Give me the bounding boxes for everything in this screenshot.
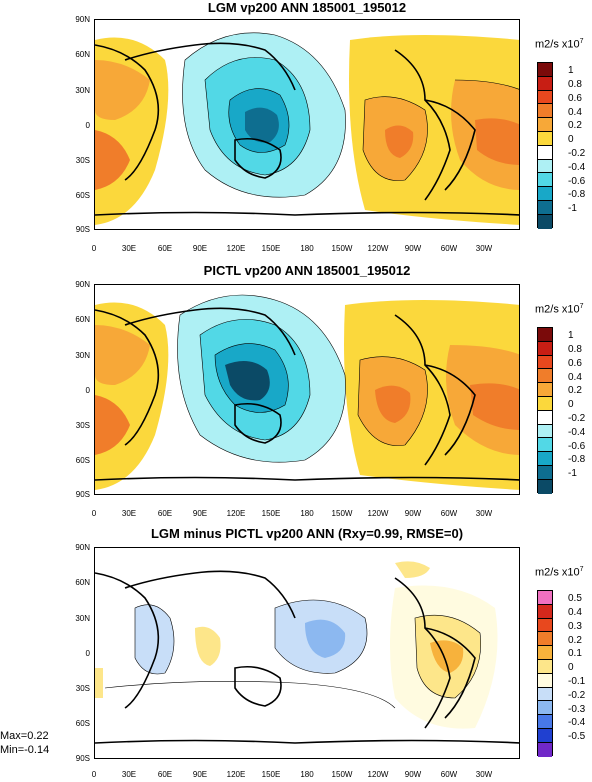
max-value: Max=0.22 xyxy=(0,730,49,742)
colorbar xyxy=(537,590,553,757)
colorbar xyxy=(537,62,553,229)
panel-title: PICTL vp200 ANN 185001_195012 xyxy=(203,263,411,278)
panel-title: LGM minus PICTL vp200 ANN (Rxy=0.99, RMS… xyxy=(150,526,464,541)
colorbar-unit: m2/s x107 xyxy=(535,566,584,579)
colorbar-unit: m2/s x107 xyxy=(535,303,584,316)
map-field xyxy=(95,20,519,229)
colorbar-unit: m2/s x107 xyxy=(535,38,584,51)
min-value: Min=-0.14 xyxy=(0,744,50,756)
lon-ticks: 0 30E 60E 90E 120E 150E 180 150W 120W 90… xyxy=(91,244,493,253)
map-diff xyxy=(94,547,520,759)
colorbar xyxy=(537,327,553,494)
panel-title: LGM vp200 ANN 185001_195012 xyxy=(207,0,407,15)
lon-ticks: 0 30E 60E 90E 120E 150E 180 150W 120W 90… xyxy=(91,509,493,518)
map-field xyxy=(95,548,519,758)
map-pictl xyxy=(94,284,520,495)
map-field xyxy=(95,285,519,494)
map-lgm xyxy=(94,19,520,230)
lon-ticks: 0 30E 60E 90E 120E 150E 180 150W 120W 90… xyxy=(91,770,493,779)
